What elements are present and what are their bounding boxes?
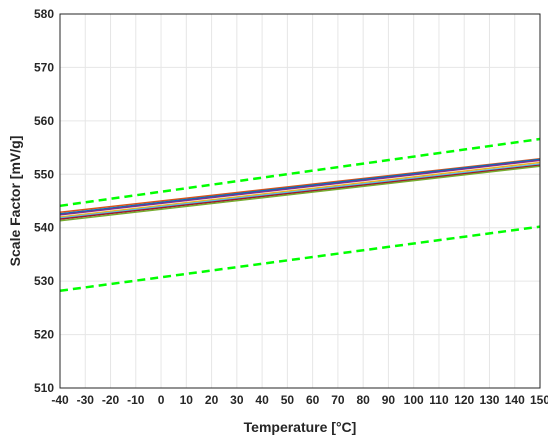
- y-tick-label: 570: [34, 60, 54, 74]
- x-tick-label: 150: [530, 393, 548, 407]
- y-axis-label: Scale Factor [mV/g]: [7, 136, 23, 267]
- x-tick-label: 40: [255, 393, 269, 407]
- series-line-7: [59, 165, 541, 222]
- series-line-2: [59, 158, 541, 215]
- series-line-8: [59, 137, 541, 208]
- y-tick-label: 520: [34, 328, 54, 342]
- y-tick-label: 540: [34, 221, 54, 235]
- series-line-6: [59, 164, 541, 220]
- y-tick-labels: 510 520 530 540 550 560 570 580: [34, 7, 54, 395]
- y-tick-label: 580: [34, 7, 54, 21]
- x-tick-label: 120: [454, 393, 474, 407]
- x-tick-label: 30: [230, 393, 244, 407]
- x-tick-label: -40: [51, 393, 69, 407]
- x-tick-labels: -40 -30 -20 -10 0 10 20 30 40 50 60 70 80 90 100 110 120…: [51, 393, 548, 407]
- plot-frame: [59, 13, 541, 389]
- y-tick-label: 560: [34, 114, 54, 128]
- y-tick-label: 510: [34, 381, 54, 395]
- x-tick-label: 140: [505, 393, 525, 407]
- x-tick-label: 100: [404, 393, 424, 407]
- x-tick-label: 20: [205, 393, 219, 407]
- series-line-9: [59, 225, 541, 292]
- x-tick-label: -10: [127, 393, 145, 407]
- x-axis-label: Temperature [°C]: [244, 419, 357, 435]
- y-tick-label: 530: [34, 274, 54, 288]
- x-tick-label: -30: [77, 393, 95, 407]
- grid: [59, 13, 541, 389]
- x-tick-label: 60: [306, 393, 320, 407]
- x-tick-label: 130: [479, 393, 499, 407]
- x-tick-label: 110: [429, 393, 449, 407]
- x-tick-label: 70: [331, 393, 345, 407]
- x-tick-label: -20: [102, 393, 120, 407]
- x-tick-label: 0: [158, 393, 165, 407]
- plot-area: [60, 14, 540, 388]
- series-group: [59, 137, 541, 292]
- series-line-3: [59, 159, 541, 216]
- series-line-5: [59, 163, 541, 219]
- x-tick-label: 50: [281, 393, 295, 407]
- x-tick-label: 80: [356, 393, 370, 407]
- x-tick-label: 90: [382, 393, 396, 407]
- series-line-4: [59, 161, 541, 218]
- y-tick-label: 550: [34, 167, 54, 181]
- x-tick-label: 10: [180, 393, 194, 407]
